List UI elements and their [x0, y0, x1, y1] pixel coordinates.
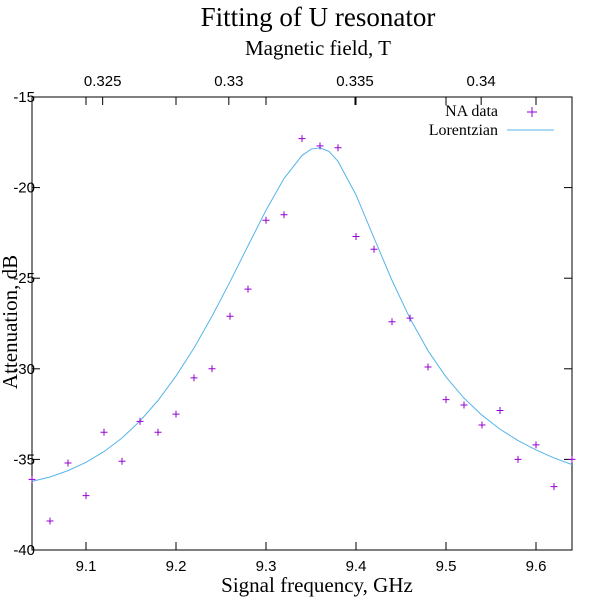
data-point: [316, 142, 324, 150]
data-point: [46, 517, 54, 525]
top-axis-label: Magnetic field, T: [245, 36, 391, 60]
y-tick-label: -35: [13, 451, 35, 468]
x2-tick-label: 0.34: [467, 73, 496, 90]
data-point: [208, 365, 216, 373]
data-point: [424, 363, 432, 371]
data-point: [172, 410, 180, 418]
data-point: [28, 475, 36, 483]
data-point: [460, 401, 468, 409]
legend-marker-na-data: [527, 107, 537, 117]
data-point: [136, 417, 144, 425]
data-point: [370, 245, 378, 253]
x-tick-label: 9.2: [166, 558, 187, 575]
data-point: [550, 483, 558, 491]
data-point: [334, 144, 342, 152]
x-tick-label: 9.6: [526, 558, 547, 575]
data-point: [262, 216, 270, 224]
data-point: [514, 455, 522, 463]
data-point: [496, 406, 504, 414]
legend-label-na-data: NA data: [445, 103, 498, 120]
data-point: [244, 285, 252, 293]
y-tick-label: -30: [13, 361, 35, 378]
data-point: [280, 211, 288, 219]
x-tick-label: 9.4: [346, 558, 367, 575]
x-tick-label: 9.5: [436, 558, 457, 575]
y-axis-label: Attenuation, dB: [0, 255, 22, 389]
x2-tick-label: 0.325: [84, 73, 122, 90]
y-tick-label: -25: [13, 270, 35, 287]
y-tick-label: -15: [13, 89, 35, 106]
data-point: [406, 314, 414, 322]
data-point: [442, 396, 450, 404]
legend-label-lorentzian: Lorentzian: [429, 122, 498, 139]
data-point: [226, 312, 234, 320]
data-point: [478, 421, 486, 429]
plot-area: 9.1 9.2 9.3 9.4 9.5 9.6 0.325 0.33 0.335 0.34 -15 -…: [13, 73, 576, 575]
data-point: [298, 135, 306, 143]
data-point: [352, 233, 360, 241]
data-point: [568, 455, 576, 463]
x2-tick-label: 0.33: [214, 73, 243, 90]
data-point: [100, 428, 108, 436]
y-tick-label: -40: [13, 542, 35, 559]
chart-title: Fitting of U resonator: [201, 2, 436, 32]
lorentzian-curve: [31, 147, 573, 482]
data-point: [82, 492, 90, 500]
x2-tick-label: 0.335: [336, 73, 374, 90]
plot-frame: [31, 96, 573, 551]
y-tick-label: -20: [13, 180, 35, 197]
data-point: [388, 318, 396, 326]
data-point: [190, 374, 198, 382]
x-axis-label: Signal frequency, GHz: [221, 573, 413, 597]
data-point: [64, 459, 72, 467]
data-point: [118, 457, 126, 465]
x-tick-label: 9.1: [76, 558, 97, 575]
data-point: [154, 428, 162, 436]
data-point: [532, 441, 540, 449]
x-tick-label: 9.3: [256, 558, 277, 575]
